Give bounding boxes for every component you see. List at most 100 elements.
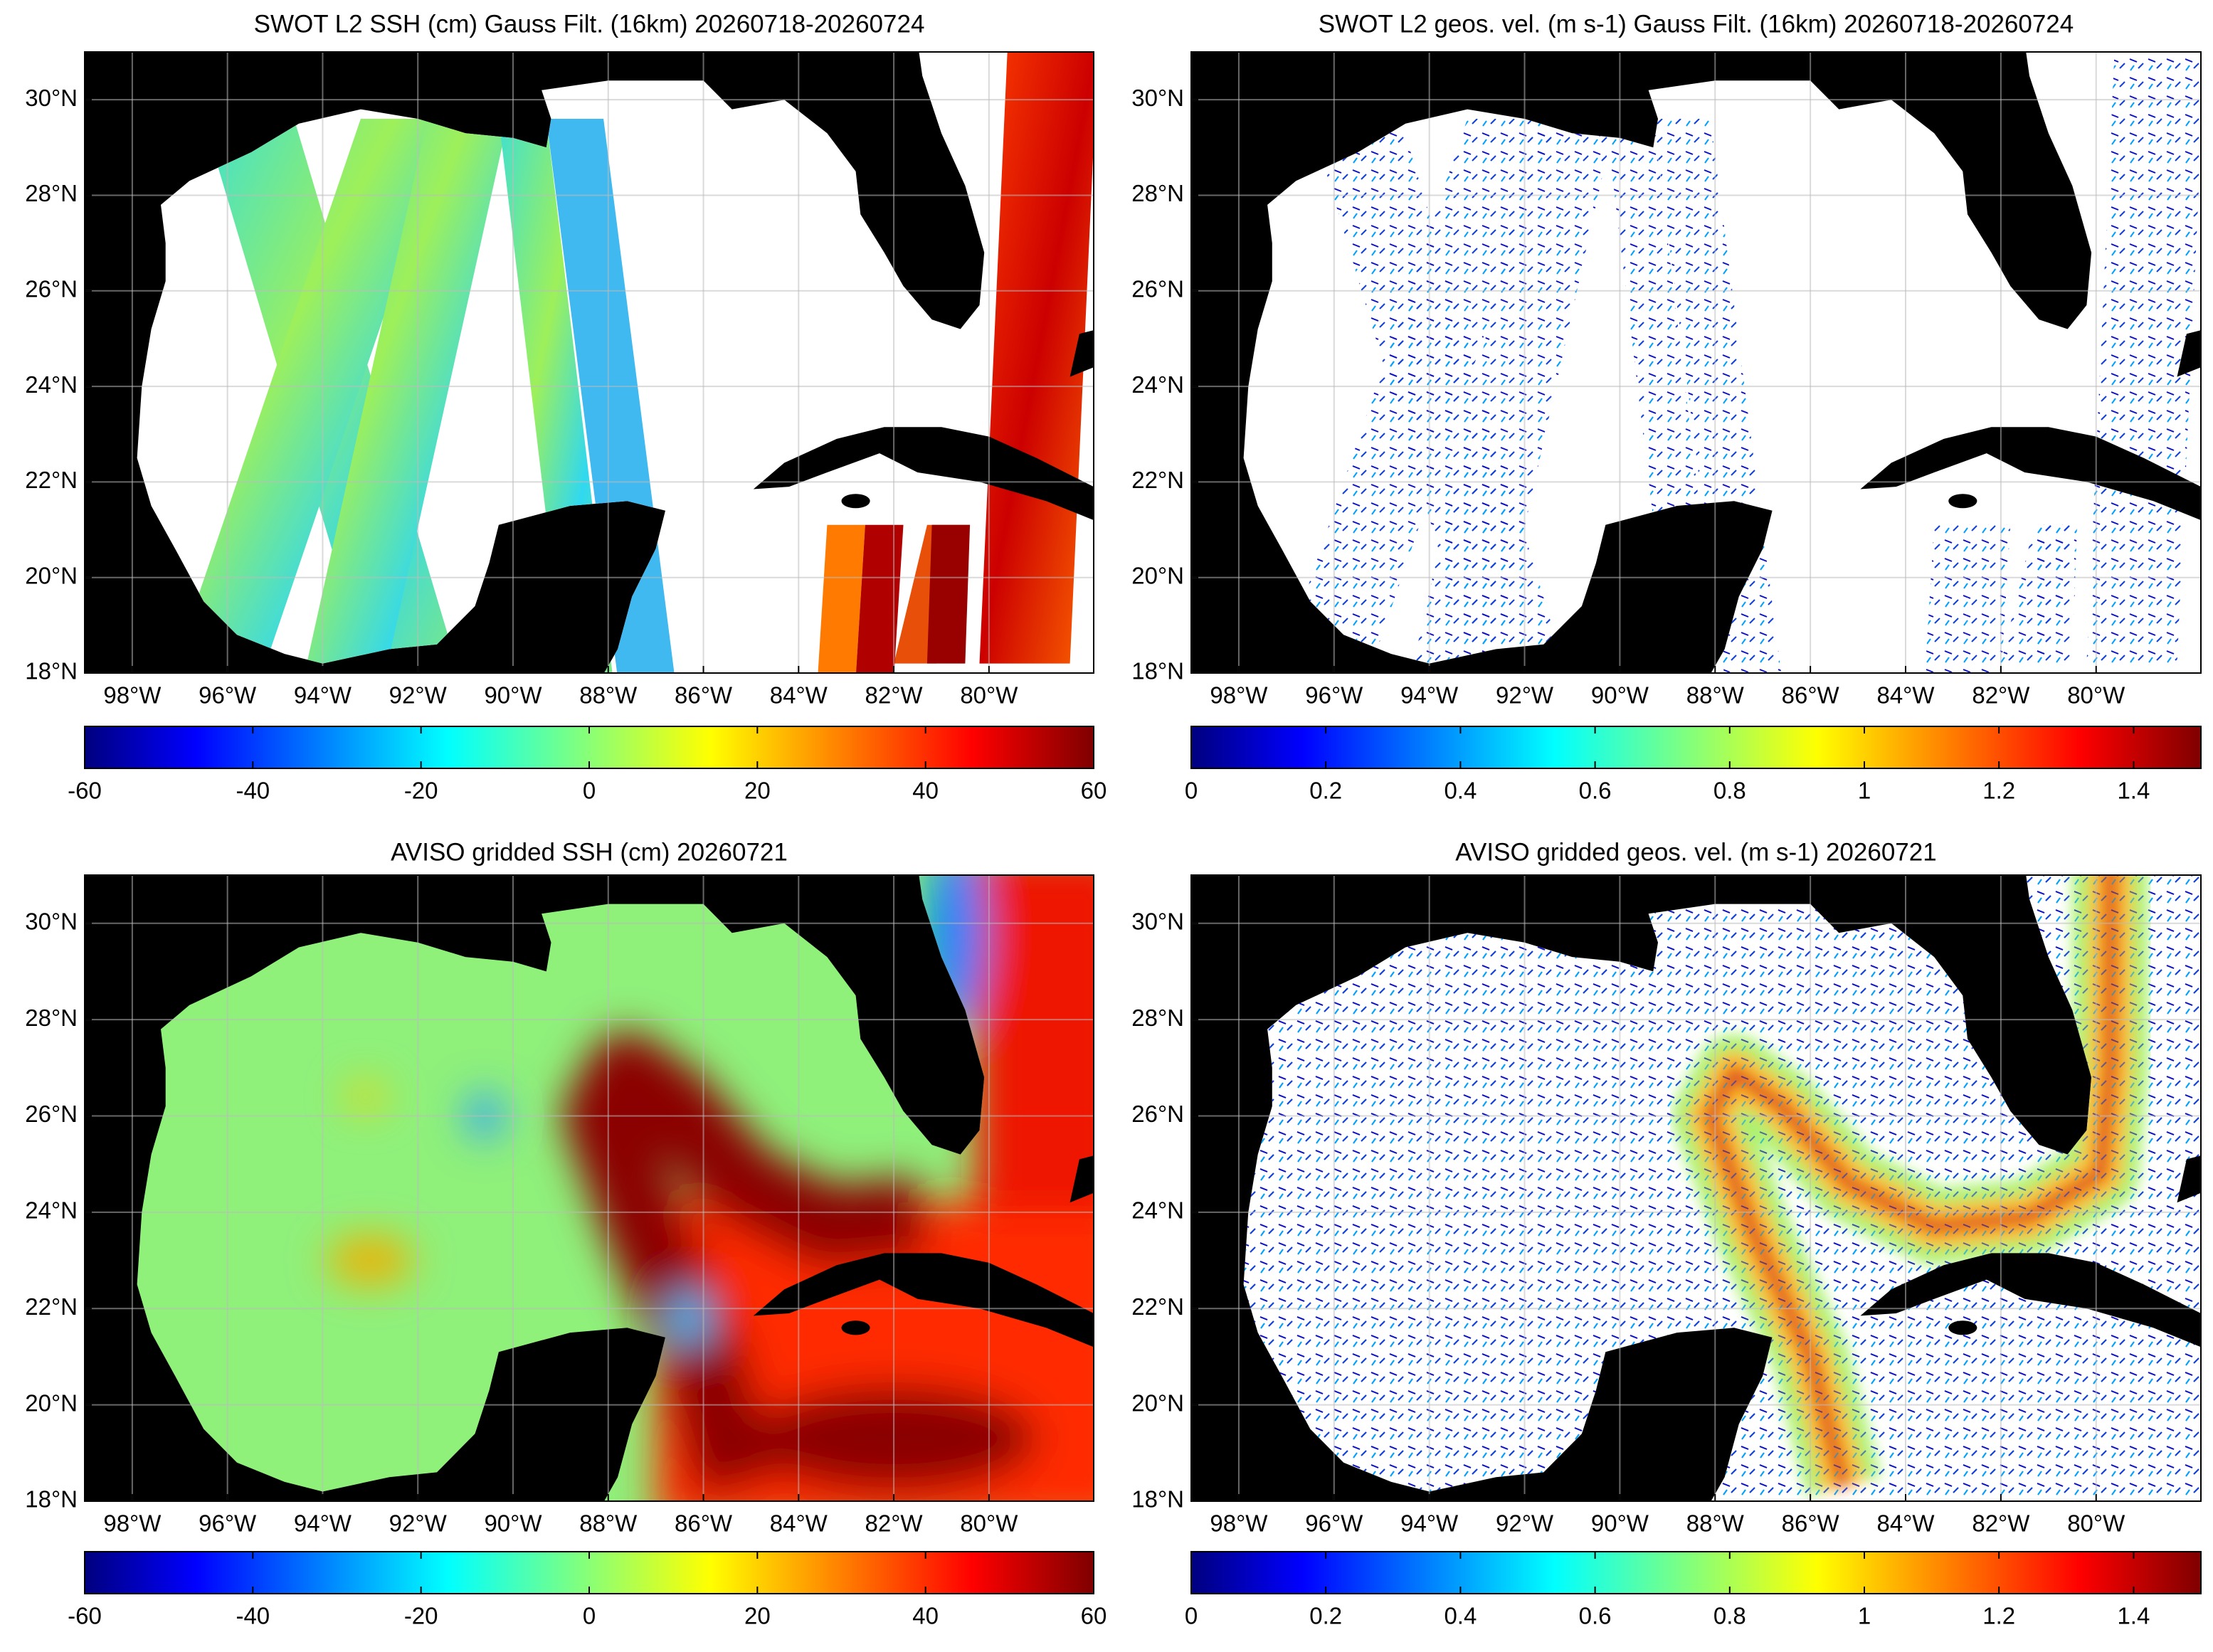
swath	[926, 524, 971, 664]
swath	[303, 119, 509, 673]
colorbar-tick-label: 0	[1185, 1603, 1198, 1629]
swath	[1277, 119, 1558, 673]
plot-frame	[84, 51, 1094, 674]
x-tick-label: 80°W	[960, 1510, 1018, 1537]
x-tick-label: 92°W	[389, 1510, 448, 1537]
colorbar-tick-label: 60	[1081, 778, 1107, 804]
x-tick-label: 92°W	[1496, 1510, 1554, 1537]
x-tick-label: 98°W	[1210, 682, 1268, 709]
colorbar-tick-label: 0	[1185, 778, 1198, 804]
x-tick-label: 88°W	[579, 1510, 638, 1537]
y-tick-label: 30°N	[1131, 908, 1184, 934]
colorbar-tick-label: 60	[1081, 1603, 1107, 1629]
y-tick-label: 30°N	[25, 85, 78, 111]
plot-frame	[84, 874, 1094, 1502]
x-tick-label: 84°W	[770, 682, 828, 709]
ssh-mid	[346, 1082, 385, 1111]
colorbar-tick-label: 0.2	[1309, 778, 1342, 804]
colorbar-tick-label: 20	[744, 778, 771, 804]
island	[2177, 1155, 2201, 1203]
colorbar-tick-label: 0	[583, 778, 596, 804]
x-tick-label: 90°W	[484, 1510, 542, 1537]
y-tick-label: 24°N	[1131, 1197, 1184, 1224]
y-tick-label: 22°N	[1131, 467, 1184, 493]
x-tick-label: 90°W	[1591, 682, 1649, 709]
y-tick-label: 26°N	[1131, 275, 1184, 302]
swath	[1410, 119, 1615, 673]
y-tick-label: 18°N	[25, 658, 78, 684]
x-tick-label: 94°W	[294, 1510, 352, 1537]
map-panel	[1191, 52, 2201, 673]
colorbar-tick-label: -40	[236, 778, 270, 804]
colorbar-tick-label: 20	[744, 1603, 771, 1629]
swath	[818, 524, 865, 673]
x-tick-label: 86°W	[1782, 1510, 1840, 1537]
colorbar-tick-label: 1.2	[1982, 1603, 2015, 1629]
plot-frame	[1190, 874, 2202, 1502]
colorbar-tick-label: 40	[912, 778, 939, 804]
panel-title: SWOT L2 SSH (cm) Gauss Filt. (16km) 2026…	[254, 10, 925, 38]
x-tick-label: 82°W	[1972, 682, 2030, 709]
x-tick-label: 94°W	[1400, 682, 1459, 709]
y-tick-label: 30°N	[1131, 85, 1184, 111]
y-tick-label: 28°N	[25, 180, 78, 206]
swath	[855, 524, 904, 673]
ssh-mid	[327, 1237, 413, 1284]
map-panel	[85, 875, 1094, 1501]
colorbar	[1190, 726, 2202, 769]
colorbar-tick-label: 0.8	[1713, 778, 1746, 804]
island	[753, 1253, 1094, 1347]
y-tick-label: 26°N	[25, 275, 78, 302]
y-tick-label: 24°N	[1131, 371, 1184, 398]
x-tick-label: 88°W	[1686, 682, 1745, 709]
x-tick-label: 84°W	[770, 1510, 828, 1537]
x-tick-label: 80°W	[960, 682, 1018, 709]
y-tick-label: 28°N	[1131, 180, 1184, 206]
y-tick-label: 18°N	[1131, 1486, 1184, 1513]
colorbar-tick-label: 0.4	[1444, 778, 1477, 804]
map-panel	[1191, 875, 2201, 1501]
colorbar-tick-label: -60	[68, 1603, 102, 1629]
colorbar-tick-label: 0.8	[1713, 1603, 1746, 1629]
x-tick-label: 90°W	[484, 682, 542, 709]
island	[1069, 1155, 1094, 1203]
swath	[170, 119, 451, 673]
x-tick-label: 94°W	[1400, 1510, 1459, 1537]
colorbar-tick-label: 1	[1858, 1603, 1871, 1629]
panel-title: AVISO gridded geos. vel. (m s-1) 2026072…	[1455, 838, 1936, 866]
x-tick-label: 82°W	[865, 682, 924, 709]
x-tick-label: 80°W	[2067, 1510, 2125, 1537]
y-tick-label: 26°N	[1131, 1101, 1184, 1127]
y-tick-label: 24°N	[25, 1197, 78, 1224]
y-tick-label: 22°N	[25, 467, 78, 493]
x-tick-label: 86°W	[675, 1510, 733, 1537]
x-tick-label: 84°W	[1876, 1510, 1935, 1537]
colorbar-tick-label: -60	[68, 778, 102, 804]
x-tick-label: 96°W	[1305, 1510, 1363, 1537]
y-tick-label: 22°N	[1131, 1293, 1184, 1320]
island	[1948, 494, 1977, 509]
y-tick-label: 20°N	[25, 1389, 78, 1416]
x-tick-label: 96°W	[1305, 682, 1363, 709]
swath	[2034, 524, 2077, 664]
colorbar-tick-label: 1.4	[2117, 778, 2150, 804]
y-tick-label: 24°N	[25, 371, 78, 398]
x-tick-label: 80°W	[2067, 682, 2125, 709]
x-tick-label: 88°W	[579, 682, 638, 709]
panel-title: AVISO gridded SSH (cm) 20260721	[391, 838, 788, 866]
colorbar-tick-label: -40	[236, 1603, 270, 1629]
island	[2177, 330, 2201, 377]
x-tick-label: 90°W	[1591, 1510, 1649, 1537]
swath	[1924, 524, 1972, 673]
colorbar-tick-label: -20	[404, 778, 438, 804]
y-tick-label: 22°N	[25, 1293, 78, 1320]
x-tick-label: 82°W	[865, 1510, 924, 1537]
x-tick-label: 98°W	[103, 1510, 162, 1537]
ssh-high	[974, 875, 1094, 1212]
y-tick-label: 20°N	[1131, 1389, 1184, 1416]
x-tick-label: 92°W	[389, 682, 448, 709]
y-tick-label: 28°N	[1131, 1005, 1184, 1031]
y-tick-label: 20°N	[1131, 562, 1184, 588]
